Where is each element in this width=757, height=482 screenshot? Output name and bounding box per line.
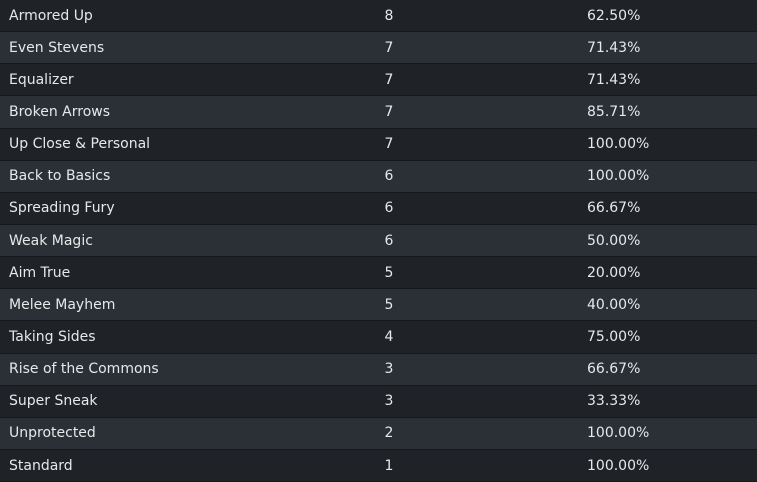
table-row: Aim True 5 20.00% [0,257,757,290]
table-row: Broken Arrows 7 85.71% [0,96,757,129]
row-percent: 66.67% [587,361,641,378]
table-row: Rise of the Commons 3 66.67% [0,353,757,386]
table-row: Standard 1 100.00% [0,449,757,482]
row-name: Armored Up [9,7,93,24]
row-name: Rise of the Commons [9,361,159,378]
row-percent: 62.50% [587,7,641,24]
row-percent: 100.00% [587,136,650,153]
row-count: 3 [384,393,394,410]
row-percent: 75.00% [587,328,641,345]
table-row: Back to Basics 6 100.00% [0,160,757,193]
row-percent: 71.43% [587,39,641,56]
row-percent: 20.00% [587,264,641,281]
row-percent: 40.00% [587,296,641,313]
table-row: Melee Mayhem 5 40.00% [0,289,757,322]
row-count: 3 [384,361,394,378]
row-count: 2 [384,425,394,442]
table-row: Up Close & Personal 7 100.00% [0,128,757,161]
row-count: 7 [384,103,394,120]
row-name: Spreading Fury [9,200,115,217]
row-count: 1 [384,457,394,474]
table-row: Unprotected 2 100.00% [0,417,757,450]
table-row: Equalizer 7 71.43% [0,64,757,97]
row-name: Even Stevens [9,39,105,56]
row-name: Standard [9,457,73,474]
row-name: Back to Basics [9,168,111,185]
row-percent: 66.67% [587,200,641,217]
row-count: 4 [384,328,394,345]
row-count: 7 [384,136,394,153]
row-count: 8 [384,7,394,24]
row-count: 6 [384,200,394,217]
row-count: 7 [384,39,394,56]
row-name: Weak Magic [9,232,93,249]
table-row: Even Stevens 7 71.43% [0,32,757,65]
row-name: Equalizer [9,71,74,88]
row-name: Melee Mayhem [9,296,116,313]
row-count: 6 [384,168,394,185]
table-row: Spreading Fury 6 66.67% [0,192,757,225]
row-count: 7 [384,71,394,88]
row-percent: 33.33% [587,393,641,410]
table-row: Taking Sides 4 75.00% [0,321,757,354]
row-percent: 100.00% [587,168,650,185]
table-row: Armored Up 8 62.50% [0,0,757,33]
row-count: 5 [384,264,394,281]
row-name: Broken Arrows [9,103,111,120]
row-name: Unprotected [9,425,96,442]
row-count: 5 [384,296,394,313]
row-count: 6 [384,232,394,249]
row-name: Taking Sides [9,328,96,345]
row-name: Up Close & Personal [9,136,151,153]
row-name: Super Sneak [9,393,98,410]
table-row: Weak Magic 6 50.00% [0,224,757,258]
row-percent: 100.00% [587,457,650,474]
row-percent: 85.71% [587,103,641,120]
row-percent: 50.00% [587,232,641,249]
row-name: Aim True [9,264,71,281]
row-percent: 100.00% [587,425,650,442]
row-percent: 71.43% [587,71,641,88]
table-row: Super Sneak 3 33.33% [0,385,757,418]
